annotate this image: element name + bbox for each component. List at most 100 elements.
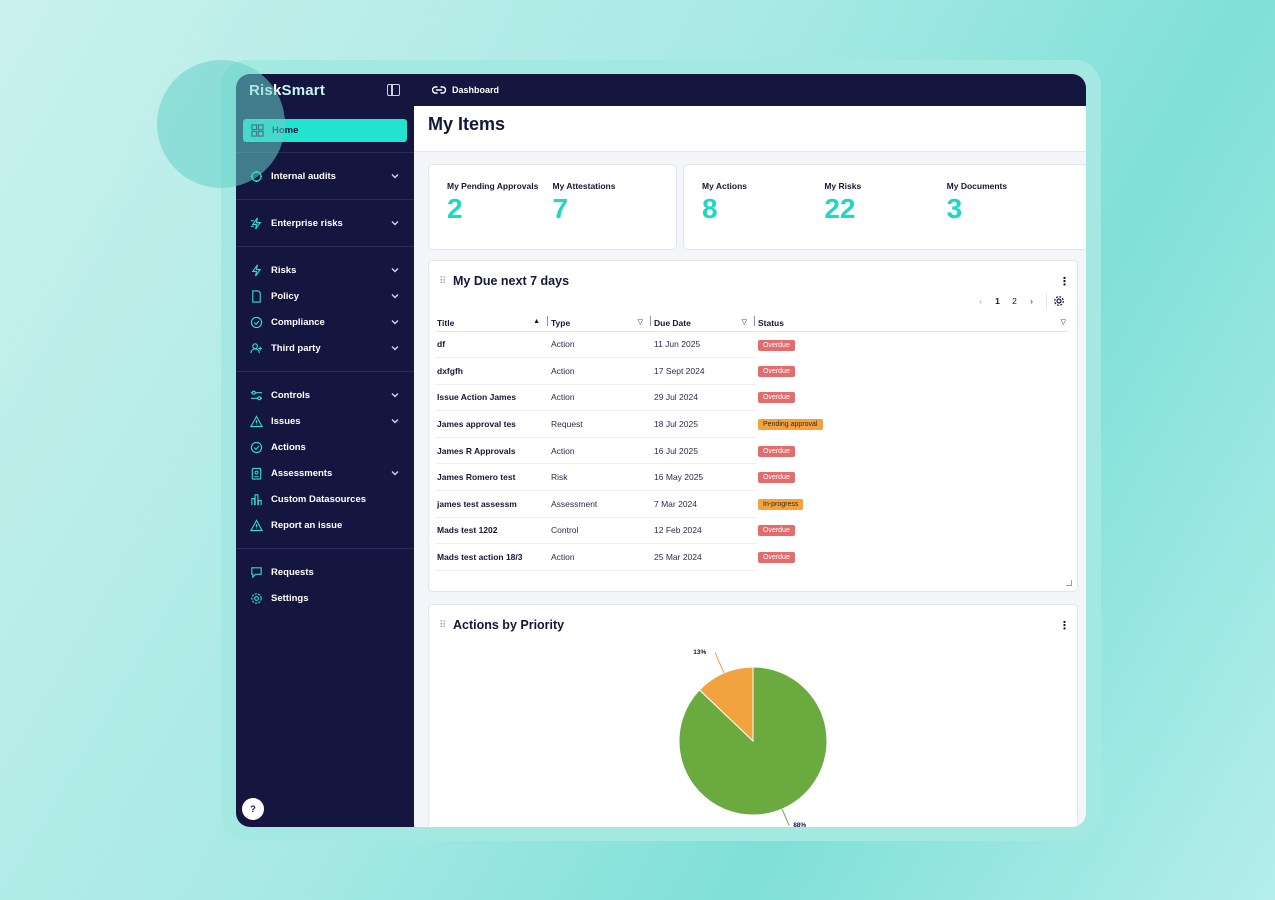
cell-title[interactable]: Issue Action James xyxy=(436,384,550,412)
resize-handle-icon[interactable] xyxy=(1066,580,1072,586)
stat-label: My Documents xyxy=(946,181,1008,191)
status-badge: In-progress xyxy=(758,498,804,510)
cell-type: Action xyxy=(550,543,653,571)
table-row[interactable]: df Action 11 Jun 2025 Overdue xyxy=(436,331,1068,359)
chevron-down-icon[interactable] xyxy=(390,265,400,275)
sidebar-item-issues[interactable]: Issues xyxy=(236,408,414,434)
column-resize-handle[interactable] xyxy=(547,316,548,326)
filter-icon[interactable]: ▽ xyxy=(741,319,747,326)
cell-title[interactable]: Mads test 1202 xyxy=(436,517,550,545)
sidebar-item-settings[interactable]: Settings xyxy=(236,585,414,611)
chevron-down-icon[interactable] xyxy=(390,218,400,228)
stat-card-items[interactable]: My Actions 8 My Risks 22 My Documents 3 xyxy=(683,164,1086,250)
table-row[interactable]: Mads test action 18/3 Action 25 Mar 2024 Ov… xyxy=(436,543,1068,571)
table-row[interactable]: James approval tes Request 18 Jul 2025 Pend… xyxy=(436,410,1068,438)
sidebar-toggle-icon[interactable] xyxy=(387,84,400,96)
page-2-button[interactable]: 2 xyxy=(1012,296,1017,306)
stat-actions[interactable]: My Actions 8 xyxy=(702,181,824,249)
column-label: Due Date xyxy=(654,317,691,328)
sidebar-item-label: Actions xyxy=(271,441,306,453)
chevron-down-icon[interactable] xyxy=(390,291,400,301)
status-badge: Overdue xyxy=(758,365,795,377)
stat-label: My Pending Approvals xyxy=(447,181,539,191)
sidebar-item-custom-datasources[interactable]: Custom Datasources xyxy=(236,486,414,512)
stat-risks[interactable]: My Risks 22 xyxy=(824,181,946,249)
cell-title[interactable]: James Romero test xyxy=(436,463,550,492)
lightning-icon xyxy=(249,263,263,277)
sidebar-item-requests[interactable]: Requests xyxy=(236,559,414,585)
gear-icon xyxy=(249,591,263,605)
cell-status: Overdue xyxy=(757,358,1068,385)
column-header-status[interactable]: Status ▽ xyxy=(757,315,1068,332)
stat-attestations[interactable]: My Attestations 7 xyxy=(553,181,659,249)
cell-title[interactable]: James R Approvals xyxy=(436,437,550,465)
column-resize-handle[interactable] xyxy=(754,316,755,326)
sidebar-item-label: Policy xyxy=(271,290,299,302)
cell-title[interactable]: df xyxy=(436,331,550,359)
cell-status: In-progress xyxy=(757,491,1068,518)
sidebar-item-label: Assessments xyxy=(271,467,333,479)
sidebar-item-actions[interactable]: Actions xyxy=(236,434,414,460)
stat-card-approvals[interactable]: My Pending Approvals 2 My Attestations 7 xyxy=(428,164,677,250)
due-next-7-days-panel: ⠿ My Due next 7 days ⋮ ‹ 1 2 › Title ▲ Ty… xyxy=(428,260,1078,592)
sidebar-item-internal-audits[interactable]: Internal audits xyxy=(236,163,414,189)
pie-slice[interactable] xyxy=(698,666,754,743)
sidebar-item-label: Issues xyxy=(271,415,301,427)
top-bar: Dashboard xyxy=(414,74,1086,106)
table-row[interactable]: dxfgfh Action 17 Sept 2024 Overdue xyxy=(436,357,1068,385)
chevron-down-icon[interactable] xyxy=(390,343,400,353)
sidebar-item-third-party[interactable]: Third party xyxy=(236,335,414,361)
drag-handle-icon[interactable]: ⠿ xyxy=(439,275,447,287)
stat-pending-approvals[interactable]: My Pending Approvals 2 xyxy=(447,181,553,249)
filter-icon[interactable]: ▽ xyxy=(1060,319,1066,326)
sidebar-item-label: Compliance xyxy=(271,316,325,328)
chevron-down-icon[interactable] xyxy=(390,416,400,426)
cell-title[interactable]: Mads test action 18/3 xyxy=(436,543,550,571)
sidebar-item-home[interactable]: Home xyxy=(243,119,407,142)
drag-handle-icon[interactable]: ⠿ xyxy=(439,619,447,631)
table-settings-icon[interactable] xyxy=(1053,295,1065,307)
cell-title[interactable]: James approval tes xyxy=(436,410,550,438)
table-row[interactable]: james test assessm Assessment 7 Mar 2024 In… xyxy=(436,490,1068,518)
chevron-down-icon[interactable] xyxy=(390,468,400,478)
sidebar-item-compliance[interactable]: Compliance xyxy=(236,309,414,335)
check-circle-icon xyxy=(249,440,263,454)
page-1-button[interactable]: 1 xyxy=(995,296,1000,306)
app-logo[interactable]: RiskSmart xyxy=(249,82,325,99)
more-options-icon[interactable]: ⋮ xyxy=(1059,619,1070,632)
cell-title[interactable]: james test assessm xyxy=(436,490,550,518)
more-options-icon[interactable]: ⋮ xyxy=(1059,275,1070,288)
panel-title: Actions by Priority xyxy=(453,618,565,632)
table-row[interactable]: James R Approvals Action 16 Jul 2025 Overdu… xyxy=(436,437,1068,465)
column-header-due-date[interactable]: Due Date ▽ xyxy=(653,315,757,332)
next-page-icon[interactable]: › xyxy=(1030,296,1033,306)
filter-icon[interactable]: ▽ xyxy=(637,319,643,326)
stat-cards: My Pending Approvals 2 My Attestations 7… xyxy=(428,164,1086,250)
sidebar-item-report-an-issue[interactable]: Report an issue xyxy=(236,512,414,538)
sidebar-item-risks[interactable]: Risks xyxy=(236,257,414,283)
chevron-down-icon[interactable] xyxy=(390,390,400,400)
column-header-type[interactable]: Type ▽ xyxy=(550,315,653,332)
cell-title[interactable]: dxfgfh xyxy=(436,357,550,385)
sidebar-item-policy[interactable]: Policy xyxy=(236,283,414,309)
table-row[interactable]: James Romero test Risk 16 May 2025 Overdue xyxy=(436,463,1068,492)
column-header-title[interactable]: Title ▲ xyxy=(436,315,550,332)
cell-status: Overdue xyxy=(757,464,1068,491)
sidebar-item-enterprise-risks[interactable]: Enterprise risks xyxy=(236,210,414,236)
sidebar-item-controls[interactable]: Controls xyxy=(236,382,414,408)
sidebar-item-assessments[interactable]: Assessments xyxy=(236,460,414,486)
help-button[interactable]: ? xyxy=(242,798,264,820)
sort-asc-icon[interactable]: ▲ xyxy=(533,318,540,325)
table-row[interactable]: Issue Action James Action 29 Jul 2024 Overd… xyxy=(436,384,1068,412)
cell-due: 16 May 2025 xyxy=(653,463,757,492)
table-row[interactable]: Mads test 1202 Control 12 Feb 2024 Overdue xyxy=(436,517,1068,545)
breadcrumb[interactable]: Dashboard xyxy=(452,85,500,95)
status-badge: Overdue xyxy=(758,445,795,457)
stat-documents[interactable]: My Documents 3 xyxy=(947,181,1069,249)
cell-status: Overdue xyxy=(757,331,1068,358)
chevron-down-icon[interactable] xyxy=(390,317,400,327)
panel-header: ⠿ My Due next 7 days ⋮ xyxy=(429,261,1077,291)
prev-page-icon[interactable]: ‹ xyxy=(979,296,982,306)
chevron-down-icon[interactable] xyxy=(390,171,400,181)
column-resize-handle[interactable] xyxy=(650,316,651,326)
